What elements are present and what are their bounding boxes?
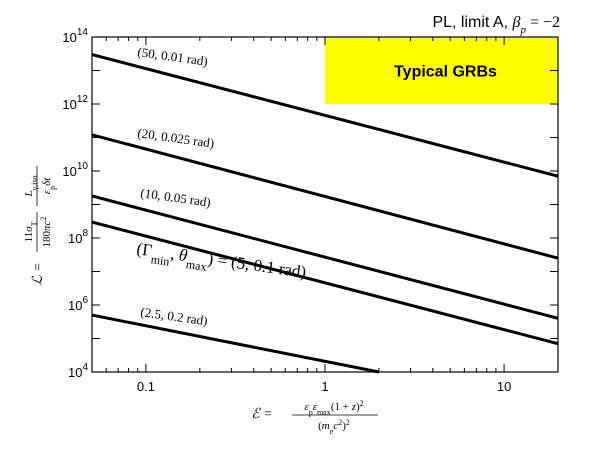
series-line-0 <box>91 53 559 178</box>
y-tick-label: 108 <box>68 228 88 246</box>
x-tick-label: 0.1 <box>137 379 155 394</box>
svg-text:ℒ =: ℒ = <box>31 262 46 285</box>
y-axis-label: ℒ = 11σT 180πc2 Lγ,iso εpδt <box>23 166 57 286</box>
svg-text:εpεmax(1 + z)2: εpεmax(1 + z)2 <box>304 399 363 417</box>
x-tick-label: 1 <box>321 379 328 394</box>
chart-title: PL, limit A, βp = −2 <box>432 14 560 36</box>
series-line-4 <box>91 313 380 374</box>
y-tick-label: 1010 <box>62 161 88 179</box>
y-tick-label: 104 <box>68 362 88 380</box>
series-label-20: (20, 0.025 rad) <box>137 125 216 151</box>
svg-text:(mec2)2: (mec2)2 <box>318 418 350 436</box>
svg-text:11σT: 11σT <box>23 221 39 242</box>
series-label-10: (10, 0.05 rad) <box>140 185 212 210</box>
series-line-1 <box>91 133 559 260</box>
svg-text:180πc2: 180πc2 <box>39 217 54 248</box>
svg-text:ℰ =: ℰ = <box>251 407 272 422</box>
x-axis-label: ℰ = εpεmax(1 + z)2 (mec2)2 <box>251 399 378 436</box>
typical-grbs-region <box>325 37 558 104</box>
y-tick-label: 106 <box>68 295 88 313</box>
svg-text:Lγ,iso: Lγ,iso <box>23 176 39 198</box>
y-tick-label: 1014 <box>62 27 88 45</box>
axis-ticks: 0.1 1 10 104 106 108 1010 1012 1014 <box>62 27 559 394</box>
series-label-2-5: (2.5, 0.2 rad) <box>140 304 209 328</box>
x-tick-label: 10 <box>497 379 511 394</box>
series-line-3 <box>91 220 559 346</box>
svg-text:εpδt: εpδt <box>41 177 57 194</box>
typical-grbs-label: Typical GRBs <box>394 64 497 81</box>
series-lines <box>91 53 559 374</box>
y-tick-label: 1012 <box>62 94 88 112</box>
series-label-50: (50, 0.01 rad) <box>137 44 209 69</box>
series-line-2 <box>91 194 559 320</box>
